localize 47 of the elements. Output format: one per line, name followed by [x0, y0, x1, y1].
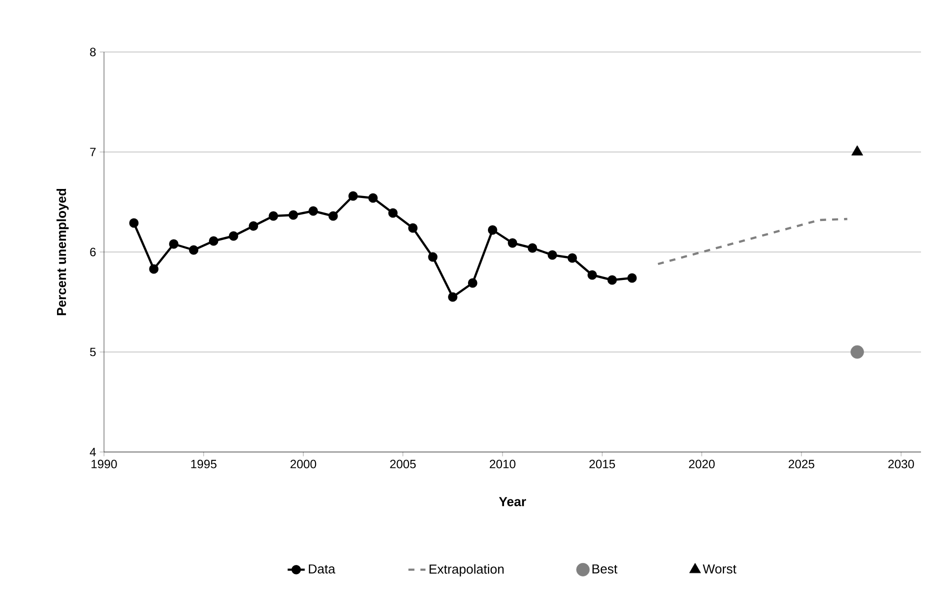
point [548, 250, 558, 260]
point [208, 236, 218, 246]
point [268, 211, 278, 221]
y-tick-label: 5 [90, 348, 96, 356]
point [627, 273, 637, 283]
x-tick-label: 2015 [589, 460, 616, 468]
point [248, 221, 258, 231]
x-tick-label: 1990 [92, 460, 117, 468]
x-tick-label: 1995 [191, 460, 216, 468]
y-axis-title: Percent unemployed [56, 188, 69, 316]
legend-label: Worst [702, 564, 736, 574]
point [607, 275, 617, 285]
point [568, 253, 577, 263]
x-tick-label: 2005 [390, 460, 416, 468]
point [129, 218, 139, 228]
point [288, 210, 298, 220]
legend-label: Extrapolation [430, 564, 504, 576]
point [149, 264, 159, 274]
point [368, 193, 378, 203]
legend-label: Best [592, 564, 618, 574]
x-tick-label: 2000 [290, 460, 316, 468]
y-tick-label: 7 [90, 148, 96, 156]
point [428, 252, 438, 262]
point [228, 231, 238, 241]
point [308, 206, 318, 216]
point [448, 292, 458, 302]
y-tick-label: 6 [90, 248, 96, 256]
point [169, 239, 178, 249]
x-axis-title: Year [498, 497, 526, 506]
x-tick-label: 2030 [888, 460, 914, 468]
y-tick-label: 8 [90, 48, 96, 56]
point [348, 191, 358, 201]
x-tick-label: 2020 [689, 460, 715, 468]
point [188, 245, 198, 255]
point [408, 223, 418, 233]
point [388, 208, 398, 218]
x-tick-label: 2010 [490, 460, 516, 468]
point [328, 211, 338, 221]
x-tick-label: 2025 [788, 460, 814, 468]
point [528, 243, 538, 253]
point [588, 270, 597, 280]
point [508, 238, 518, 248]
point [468, 278, 478, 288]
y-tick-label: 4 [90, 448, 96, 456]
point [850, 345, 864, 359]
legend-label: Data [308, 564, 336, 574]
point [488, 225, 498, 235]
